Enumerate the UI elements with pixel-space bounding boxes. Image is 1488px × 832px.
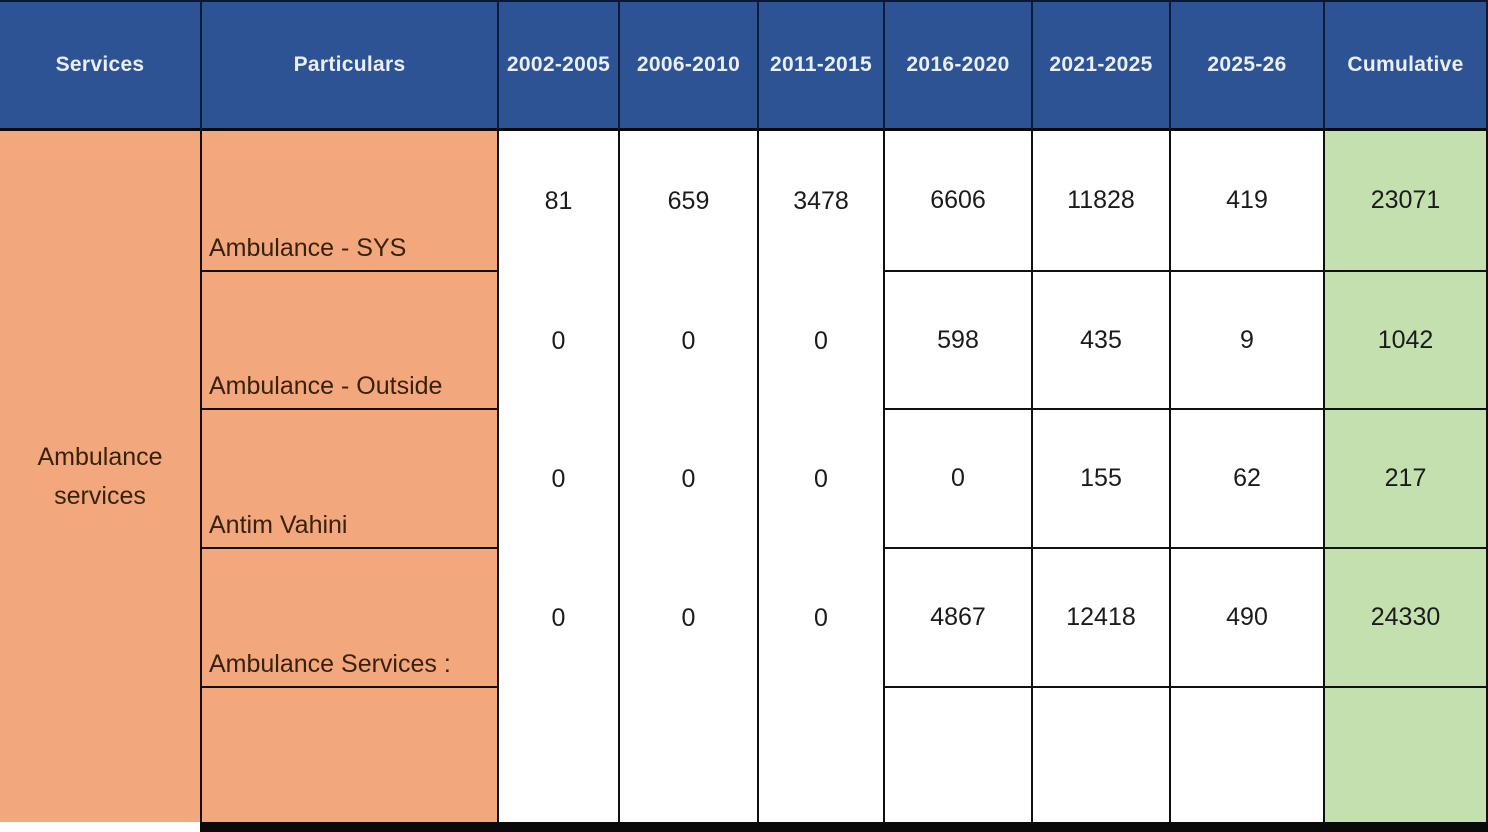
empty-cell	[497, 688, 618, 822]
empty-cell	[1323, 688, 1488, 822]
table-cell: 490	[1169, 549, 1323, 688]
column-header-2011-2015: 2011-2015	[757, 0, 883, 131]
column-header-cumulative: Cumulative	[1323, 0, 1488, 131]
row-label-ambulance-sys: Ambulance - SYS	[200, 131, 497, 272]
empty-cell	[1031, 688, 1169, 822]
table-cell: 3478	[757, 131, 883, 272]
row-label-antim-vahini: Antim Vahini	[200, 410, 497, 549]
table-cell: 0	[883, 410, 1031, 549]
column-header-services: Services	[0, 0, 200, 131]
row-label-ambulance-services: Ambulance Services :	[200, 549, 497, 688]
empty-cell	[757, 688, 883, 822]
empty-cell	[1169, 688, 1323, 822]
table-cell: 0	[497, 272, 618, 410]
table-cell: 0	[757, 549, 883, 688]
table-bottom-border	[200, 822, 1488, 832]
table-cell: 659	[618, 131, 757, 272]
cumulative-cell: 24330	[1323, 549, 1488, 688]
table-cell: 6606	[883, 131, 1031, 272]
table-cell: 0	[757, 272, 883, 410]
column-header-2025-26: 2025-26	[1169, 0, 1323, 131]
table-cell: 62	[1169, 410, 1323, 549]
bottom-gap	[0, 822, 200, 832]
table-cell: 11828	[1031, 131, 1169, 272]
table-cell: 0	[497, 549, 618, 688]
table-cell: 155	[1031, 410, 1169, 549]
table-cell: 81	[497, 131, 618, 272]
table-cell: 0	[497, 410, 618, 549]
table-cell: 0	[618, 272, 757, 410]
empty-cell	[883, 688, 1031, 822]
table-cell: 12418	[1031, 549, 1169, 688]
table-cell: 0	[618, 410, 757, 549]
table-cell: 598	[883, 272, 1031, 410]
column-header-particulars: Particulars	[200, 0, 497, 131]
empty-cell	[200, 688, 497, 822]
table-cell: 435	[1031, 272, 1169, 410]
table-cell: 419	[1169, 131, 1323, 272]
table-cell: 9	[1169, 272, 1323, 410]
row-label-ambulance-outside: Ambulance - Outside	[200, 272, 497, 410]
column-header-2006-2010: 2006-2010	[618, 0, 757, 131]
table-cell: 0	[757, 410, 883, 549]
table-cell: 0	[618, 549, 757, 688]
column-header-2021-2025: 2021-2025	[1031, 0, 1169, 131]
table-cell: 4867	[883, 549, 1031, 688]
cumulative-cell: 1042	[1323, 272, 1488, 410]
column-header-2002-2005: 2002-2005	[497, 0, 618, 131]
row-group-ambulance-services: Ambulance services	[0, 131, 200, 822]
cumulative-cell: 217	[1323, 410, 1488, 549]
empty-cell	[618, 688, 757, 822]
cumulative-cell: 23071	[1323, 131, 1488, 272]
column-header-2016-2020: 2016-2020	[883, 0, 1031, 131]
